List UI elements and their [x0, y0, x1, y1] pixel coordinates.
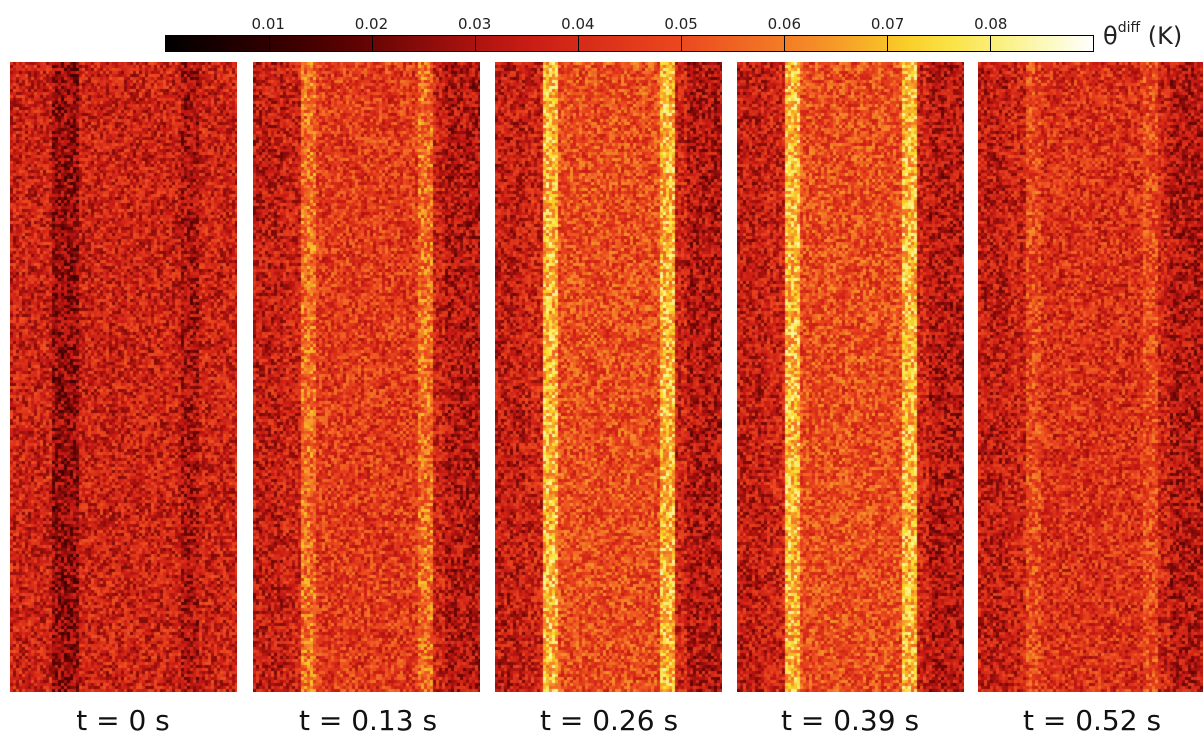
colorbar-tick — [887, 36, 888, 51]
thermal-panel-t013 — [253, 62, 480, 692]
colorbar-tick-label: 0.06 — [767, 15, 802, 33]
colorbar-tick-label: 0.07 — [870, 15, 905, 33]
colorbar-tick — [990, 36, 991, 51]
colorbar-tick-label: 0.01 — [251, 15, 285, 33]
colorbar-tick — [783, 36, 785, 51]
colorbar-tick-label: 0.08 — [974, 15, 1008, 33]
colorbar-tick-label: 0.05 — [664, 15, 698, 33]
colorbar-tick — [578, 36, 579, 51]
time-label-t039: t = 0.39 s — [780, 704, 920, 737]
colorbar-tick — [372, 36, 373, 51]
colorbar-tick-label: 0.03 — [457, 15, 492, 33]
colorbar-tick-label: 0.04 — [561, 15, 595, 33]
colorbar-tick — [474, 36, 476, 51]
time-label-t052: t = 0.52 s — [1022, 704, 1162, 737]
thermal-panel-t0 — [10, 62, 237, 692]
thermal-panel-t039 — [737, 62, 964, 692]
thermal-panel-t026 — [495, 62, 722, 692]
colorbar-tick-label: 0.02 — [354, 15, 389, 33]
colorbar-units-label: θdiff (K) — [1103, 20, 1183, 50]
colorbar — [165, 35, 1094, 52]
colorbar-tick — [681, 36, 682, 51]
thermal-panel-t052 — [978, 62, 1203, 692]
time-label-t0: t = 0 s — [76, 704, 170, 737]
time-label-t026: t = 0.26 s — [539, 704, 679, 737]
colorbar-tick — [269, 36, 270, 51]
time-label-t013: t = 0.13 s — [298, 704, 438, 737]
